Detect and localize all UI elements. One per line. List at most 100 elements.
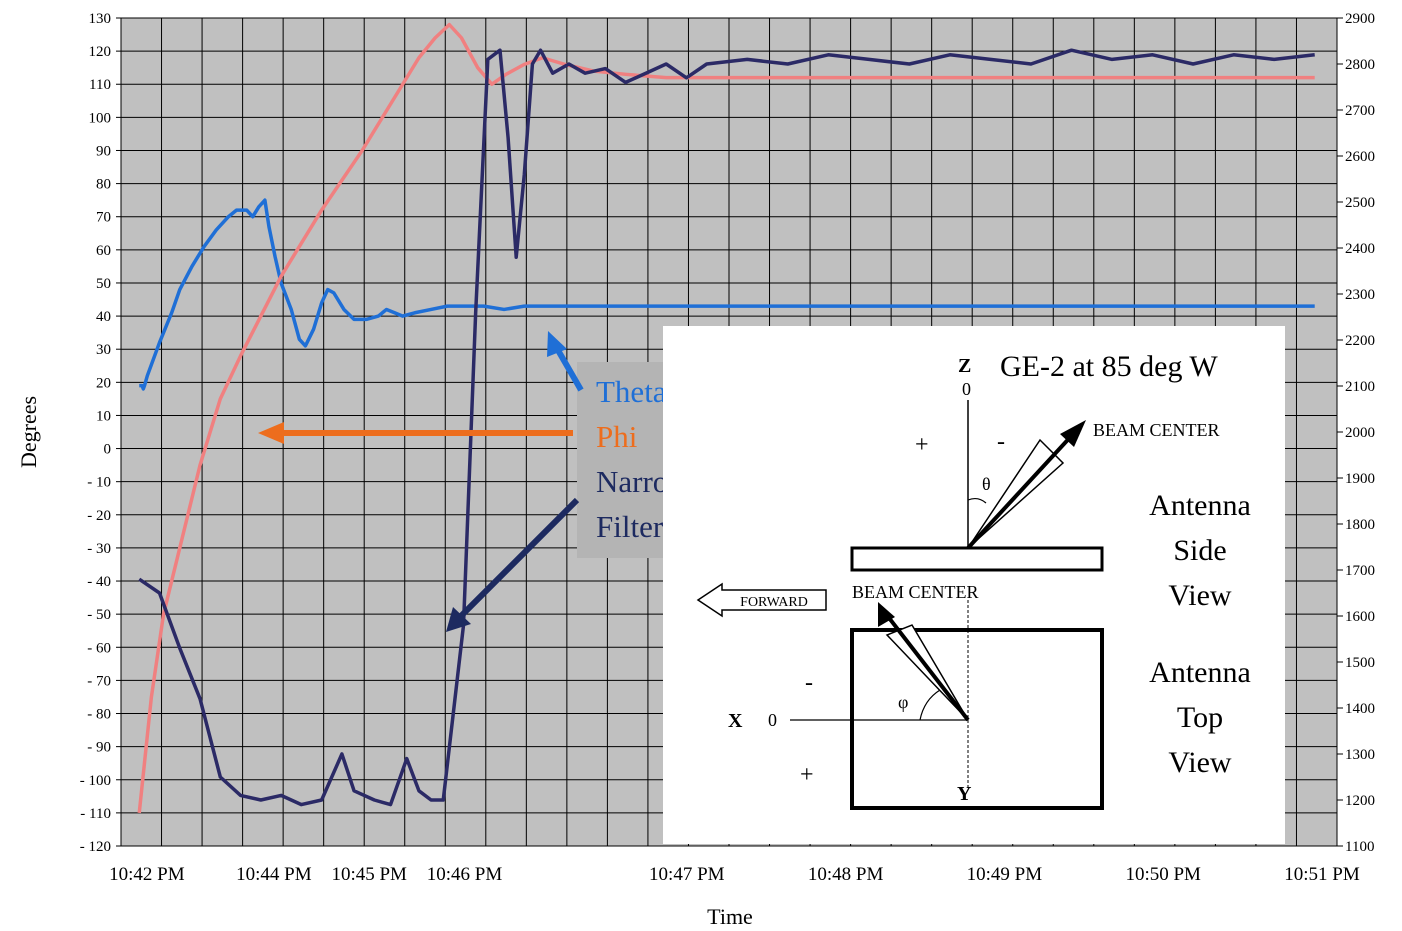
phi-arrow-head xyxy=(258,422,284,444)
y-tick-label: - 10 xyxy=(87,475,111,491)
theta-arrow-head xyxy=(547,331,567,357)
y-tick-label: - 70 xyxy=(87,673,111,689)
y2-tick-label: 1400 xyxy=(1345,701,1375,717)
forward-label: FORWARD xyxy=(740,595,808,610)
side-beam-arrowhead xyxy=(1060,420,1086,447)
x-tick-label: 10:46 PM xyxy=(427,864,503,885)
y2-tick-label: 1300 xyxy=(1345,747,1375,763)
y2-tick-label: 2200 xyxy=(1345,333,1375,349)
minus-top-label: - xyxy=(997,429,1005,455)
y2-tick-label: 1800 xyxy=(1345,517,1375,533)
y2-tick-label: 2500 xyxy=(1345,195,1375,211)
y-tick-label: 120 xyxy=(89,44,112,60)
y2-tick-label: 2600 xyxy=(1345,149,1375,165)
x-tick-label: 10:49 PM xyxy=(967,864,1043,885)
plus-bottom-label: + xyxy=(800,762,814,788)
top-view-line-2: Top xyxy=(1177,701,1223,734)
top-view-line-1: Antenna xyxy=(1149,656,1251,689)
antenna-side-plate xyxy=(850,546,1104,572)
z-axis-label: Z xyxy=(958,355,971,377)
y-tick-label: 100 xyxy=(89,110,112,126)
antenna-top-plate xyxy=(850,628,1104,810)
right-axis-ticks: 2900 2800 2700 2600 2500 2400 2300 2200 2100 2000… xyxy=(1337,11,1375,855)
beam-center-label-2: BEAM CENTER xyxy=(852,582,979,602)
y2-tick-label: 2700 xyxy=(1345,103,1375,119)
y-tick-label: 10 xyxy=(96,408,111,424)
theta-arc xyxy=(967,497,987,504)
y-tick-label: - 110 xyxy=(80,806,111,822)
top-view-line-3: View xyxy=(1168,746,1232,779)
y2-tick-label: 2900 xyxy=(1345,11,1375,27)
power-arrow-head xyxy=(446,607,471,632)
zero-top-label: 0 xyxy=(962,379,971,399)
beam-center-label-1: BEAM CENTER xyxy=(1093,420,1220,440)
legend-theta-label: Theta xyxy=(596,374,667,409)
y-tick-label: 20 xyxy=(96,375,111,391)
y-tick-label: 60 xyxy=(96,243,111,259)
y-axis-title: Degrees xyxy=(16,396,41,468)
y-tick-label: - 120 xyxy=(80,839,111,855)
y-tick-label: 130 xyxy=(89,11,112,27)
y-tick-label: - 100 xyxy=(80,773,111,789)
series-group xyxy=(137,22,1315,814)
y-tick-label: 50 xyxy=(96,276,111,292)
phi-arc xyxy=(919,689,941,721)
y2-tick-label: 1900 xyxy=(1345,471,1375,487)
series-line-narrow-band-filter-power xyxy=(138,48,1315,807)
y-tick-label: 80 xyxy=(96,177,111,193)
y2-tick-label: 2400 xyxy=(1345,241,1375,257)
y-tick-label: 70 xyxy=(96,210,111,226)
y-tick-label: 40 xyxy=(96,309,111,325)
legend-phi-label: Phi xyxy=(596,419,638,454)
zero-mid-label: 0 xyxy=(768,710,777,730)
y2-tick-label: 1700 xyxy=(1345,563,1375,579)
y-tick-label: - 20 xyxy=(87,508,111,524)
x-tick-label: 10:51 PM xyxy=(1284,864,1360,885)
y-tick-label: - 30 xyxy=(87,541,111,557)
minus-mid-label: - xyxy=(805,670,813,696)
antenna-inset: GE-2 at 85 deg W Z 0 + - BEAM CENTER θ A… xyxy=(663,326,1285,844)
y2-tick-label: 2300 xyxy=(1345,287,1375,303)
top-beam-line xyxy=(884,612,970,722)
y2-tick-label: 1600 xyxy=(1345,609,1375,625)
x-tick-label: 10:44 PM xyxy=(236,864,312,885)
theta-symbol: θ xyxy=(982,474,991,494)
y2-tick-label: 2000 xyxy=(1345,425,1375,441)
series-line-theta xyxy=(139,198,1315,391)
y-tick-label: - 50 xyxy=(87,607,111,623)
y-axis-label: Y xyxy=(957,783,972,805)
x-tick-label: 10:45 PM xyxy=(331,864,407,885)
inset-title: GE-2 at 85 deg W xyxy=(1000,350,1218,383)
y-tick-label: - 80 xyxy=(87,707,111,723)
y2-tick-label: 1200 xyxy=(1345,793,1375,809)
power-arrow xyxy=(457,497,580,620)
side-view-line-3: View xyxy=(1168,579,1232,612)
y2-tick-label: 1100 xyxy=(1345,839,1374,855)
side-view-line-2: Side xyxy=(1173,534,1226,567)
y-tick-label: 30 xyxy=(96,342,111,358)
forward-arrow-icon xyxy=(696,582,827,618)
x-tick-label: 10:47 PM xyxy=(649,864,725,885)
x-axis-title: Time xyxy=(707,904,753,929)
x-tick-label: 10:50 PM xyxy=(1125,864,1201,885)
x-axis-ticks: 10:42 PM 10:44 PM 10:45 PM 10:46 PM 10:47 PM… xyxy=(109,864,1360,885)
y-tick-label: - 60 xyxy=(87,640,111,656)
side-beam-line xyxy=(966,430,1077,550)
theta-arrow xyxy=(552,343,584,392)
y-tick-label: 90 xyxy=(96,143,111,159)
y2-tick-label: 2800 xyxy=(1345,57,1375,73)
series-line-phi xyxy=(137,22,1315,814)
y2-tick-label: 1500 xyxy=(1345,655,1375,671)
y-tick-label: - 40 xyxy=(87,574,111,590)
top-beam-arrowhead xyxy=(878,602,895,627)
x-axis-label: X xyxy=(728,710,743,732)
x-tick-label: 10:48 PM xyxy=(808,864,884,885)
x-tick-label: 10:42 PM xyxy=(109,864,185,885)
phi-symbol: φ xyxy=(898,692,908,712)
y-tick-label: - 90 xyxy=(87,740,111,756)
side-view-line-1: Antenna xyxy=(1149,489,1251,522)
legend-arrows xyxy=(258,331,584,632)
y-tick-label: 110 xyxy=(89,77,111,93)
